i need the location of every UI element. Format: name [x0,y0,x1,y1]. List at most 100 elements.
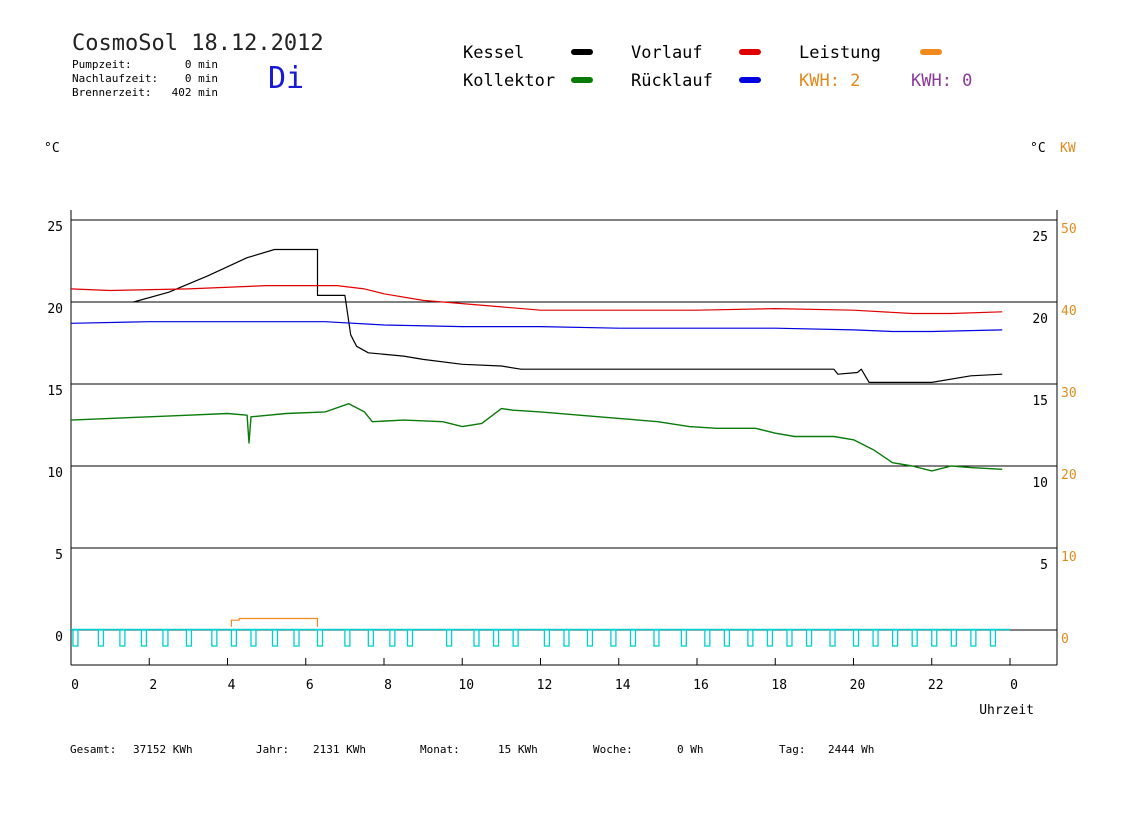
x-tick-label: 14 [615,678,631,693]
legend: Kessel Vorlauf Leistung Kollektor Rückla… [463,43,972,91]
y-right-tick-label: 20 [1032,312,1048,327]
x-tick-label: 6 [306,678,314,693]
grid-lines [71,219,1057,631]
pump-pulses [71,628,1010,647]
pump-pulse [140,629,148,647]
x-tick-label: 16 [693,678,709,693]
pump-pulse [344,629,351,647]
total-tag-value: 2444 Wh [828,743,874,756]
y-axis-right2: 50 40 30 20 10 0 [1061,222,1077,647]
chart-title: CosmoSol 18.12.2012 [72,31,324,56]
x-tick-label: 12 [537,678,553,693]
y-right-tick-label: 10 [1032,476,1048,491]
pump-pulse [786,629,793,647]
pump-pulse [970,629,977,647]
total-tag-label: Tag: [779,743,806,756]
pump-pulse [610,629,617,647]
series-line-kollektor [70,403,1003,472]
legend-leistung-swatch [920,49,942,55]
series-layer [70,248,1003,627]
legend-kwh-orange: KWH: 2 [799,71,860,91]
total-woche-value: 0 Wh [677,743,704,756]
y-right2-tick-label: 40 [1061,304,1077,319]
legend-kessel-label: Kessel [463,43,524,63]
x-tick-label: 22 [928,678,944,693]
y-left-tick-label: 15 [47,384,63,399]
y-right-tick-label: 5 [1040,558,1048,573]
pump-pulse [211,629,218,647]
x-tick-label: 4 [228,678,236,693]
x-tick-label: 10 [458,678,474,693]
y-left-tick-label: 10 [47,466,63,481]
y-axis-left: 25 20 15 10 5 0 [47,220,63,645]
y-left-tick-label: 25 [47,220,63,235]
pump-pulse [445,629,453,647]
pump-pulse [931,629,938,647]
x-tick-label: 8 [384,678,392,693]
legend-kollektor-swatch [571,77,593,83]
pump-pulse [911,629,918,647]
pump-pulse [185,629,193,647]
y-axis-right2-unit: KW [1060,141,1076,156]
pump-pulse [747,629,754,647]
nachlaufzeit-value: 0 min [185,72,218,85]
y-left-tick-label: 5 [55,548,63,563]
y-left-tick-label: 0 [55,630,63,645]
y-axis-right: 25 20 15 10 5 [1032,230,1048,573]
pump-pulse [989,629,997,647]
pump-pulse [97,629,105,647]
weekday-label: Di [268,61,304,96]
pump-pulse [230,629,238,647]
pump-pulse [586,629,594,647]
total-jahr-label: Jahr: [256,743,289,756]
legend-kollektor-label: Kollektor [463,71,555,91]
pump-pulse [119,629,126,647]
total-gesamt-label: Gesamt: [70,743,116,756]
y-right-tick-label: 15 [1032,394,1048,409]
pump-pulse [723,629,731,647]
nachlaufzeit-label: Nachlaufzeit: [72,72,158,85]
pump-pulse [852,629,860,647]
y-axis-right-unit: °C [1030,141,1046,156]
y-left-tick-label: 20 [47,302,63,317]
x-axis-label: Uhrzeit [979,703,1034,718]
series-line-vorlauf [70,285,1003,315]
total-jahr-value: 2131 KWh [313,743,366,756]
y-right2-tick-label: 50 [1061,222,1077,237]
pump-pulse [250,629,257,647]
series-line-leistung [230,617,319,627]
pump-pulse [406,629,414,647]
y-right2-tick-label: 20 [1061,468,1077,483]
pump-pulse [162,629,169,647]
pump-pulse [293,629,300,647]
pump-pulse [543,629,551,647]
legend-ruecklauf-swatch [739,77,761,83]
pump-pulse [367,629,375,647]
y-right2-tick-label: 0 [1061,632,1069,647]
pump-pulse [872,629,879,647]
y-right2-tick-label: 10 [1061,550,1077,565]
pump-pulse [829,629,836,647]
pump-pulse [950,629,957,647]
pumpzeit-label: Pumpzeit: [72,58,132,71]
pump-pulse [316,629,324,647]
pumpzeit-value: 0 min [185,58,218,71]
legend-leistung-label: Leistung [799,43,881,63]
x-tick-label: 20 [850,678,866,693]
y-axis-left-unit: °C [44,141,60,156]
pump-pulse [72,629,79,647]
total-monat-label: Monat: [420,743,460,756]
y-right-tick-label: 25 [1032,230,1048,245]
x-tick-label: 18 [771,678,787,693]
total-monat-value: 15 KWh [498,743,538,756]
series-line-kessel [133,248,1003,383]
legend-ruecklauf-label: Rücklauf [631,71,713,91]
pump-pulse [473,629,480,647]
pump-pulse [680,629,687,647]
legend-kwh-purple: KWH: 0 [911,71,972,91]
total-gesamt-value: 37152 KWh [133,743,193,756]
total-woche-label: Woche: [593,743,633,756]
pump-pulse [271,629,279,647]
legend-kessel-swatch [571,49,593,55]
